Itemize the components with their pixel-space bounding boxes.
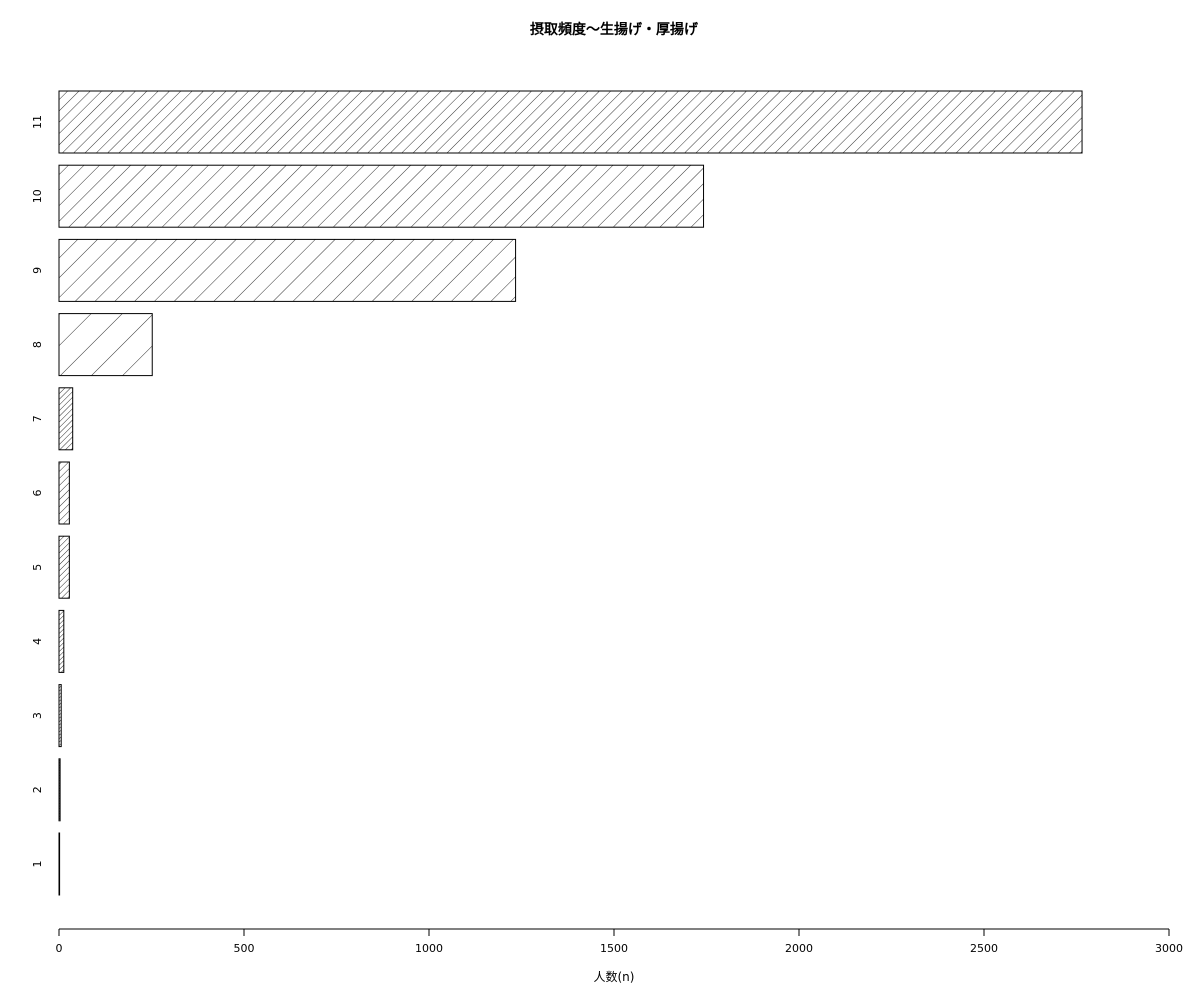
y-tick-label-9: 9 <box>31 267 44 274</box>
x-tick-label-1500: 1500 <box>600 942 628 955</box>
chart-title: 摂取頻度～生揚げ・厚揚げ <box>530 21 699 38</box>
y-tick-label-7: 7 <box>31 415 44 422</box>
x-axis: 0 500 1000 1500 2000 2500 3000 <box>56 928 1183 955</box>
x-tick-label-0: 0 <box>56 942 63 955</box>
y-tick-label-4: 4 <box>31 638 44 645</box>
y-tick-label-3: 3 <box>31 712 44 719</box>
bar-9 <box>58 238 517 302</box>
bar-7 <box>58 387 74 451</box>
bar-8 <box>58 313 153 377</box>
x-tick-label-2500: 2500 <box>970 942 998 955</box>
x-tick-label-500: 500 <box>234 942 255 955</box>
bar-4 <box>58 609 65 673</box>
bar-5 <box>58 535 70 599</box>
bar-10 <box>58 164 705 228</box>
bars-layer <box>58 90 1083 896</box>
bar-3 <box>58 684 62 748</box>
x-tick-label-1000: 1000 <box>415 942 443 955</box>
x-tick-label-2000: 2000 <box>785 942 813 955</box>
x-axis-label: 人数(n) <box>594 969 635 984</box>
y-tick-label-2: 2 <box>31 786 44 793</box>
y-tick-label-6: 6 <box>31 490 44 497</box>
bar-11 <box>58 90 1083 154</box>
y-tick-label-11: 11 <box>31 115 44 129</box>
y-tick-label-10: 10 <box>31 189 44 203</box>
y-tick-label-8: 8 <box>31 341 44 348</box>
y-tick-label-5: 5 <box>31 564 44 571</box>
bar-1 <box>58 832 61 896</box>
y-tick-label-1: 1 <box>31 861 44 868</box>
x-tick-label-3000: 3000 <box>1155 942 1183 955</box>
bar-6 <box>58 461 70 525</box>
bar-2 <box>58 758 61 822</box>
y-axis-tick-labels: 1 2 3 4 5 6 7 8 9 10 11 <box>31 115 44 868</box>
